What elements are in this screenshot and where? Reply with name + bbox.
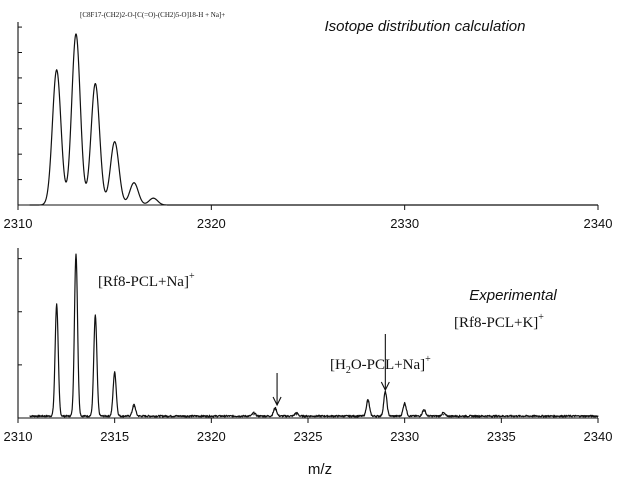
- annotation-text: [Rf8-PCL+K]: [454, 315, 538, 331]
- annotation-text: [Rf8-PCL+Na]: [98, 274, 189, 290]
- bottom-panel-axes: 2310 2315 2320 2325 2330 2335 2340: [4, 248, 613, 444]
- peak-point: [274, 409, 276, 411]
- peak-point: [114, 373, 116, 375]
- peak-annotation-label: [H2O-PCL+Na]+: [330, 354, 431, 376]
- peak-point: [295, 414, 297, 416]
- x-tick-label: 2335: [487, 429, 516, 444]
- peak-annotation-label: [Rf8-PCL+Na]+: [98, 271, 195, 290]
- peak-point: [56, 69, 58, 71]
- experimental-panel: Experimental 2310 2315 2320 2325 2330 2335 234…: [4, 248, 613, 478]
- x-tick-label: 2310: [4, 429, 33, 444]
- peak-point: [404, 404, 406, 406]
- peak-point: [94, 82, 96, 85]
- isotope-calculation-panel: Isotope distribution calculation [C8F17-…: [4, 11, 613, 231]
- x-tick-label: 2340: [584, 429, 613, 444]
- x-tick-label: 2330: [390, 216, 419, 231]
- peak-point: [75, 255, 77, 257]
- peak-point: [442, 414, 444, 416]
- spectrum-line: [29, 253, 599, 418]
- peak-point: [94, 316, 96, 319]
- x-axis-label: m/z: [308, 461, 332, 478]
- peak-point: [114, 141, 116, 143]
- peak-point: [253, 414, 255, 416]
- peak-point: [75, 33, 77, 35]
- annotation-arrow-head: [272, 396, 282, 407]
- bottom-panel-trace: [29, 253, 599, 418]
- top-panel-title: Isotope distribution calculation: [325, 18, 526, 35]
- x-tick-label: 2330: [390, 429, 419, 444]
- bottom-panel-title: Experimental: [469, 287, 557, 304]
- peak-point: [384, 393, 386, 395]
- annotation-text-tail: O-PCL+Na]: [351, 357, 425, 373]
- peak-point: [133, 406, 135, 408]
- annotation-subscript: 2: [346, 365, 351, 376]
- x-tick-label: 2325: [294, 429, 323, 444]
- x-tick-label: 2320: [197, 216, 226, 231]
- x-tick-label: 2310: [4, 216, 33, 231]
- x-tick-label: 2315: [100, 429, 129, 444]
- peak-point: [152, 197, 154, 199]
- peak-annotation-label: [Rf8-PCL+K]+: [454, 312, 544, 331]
- annotation-superscript: +: [425, 354, 431, 365]
- annotation-text: [H: [330, 357, 346, 373]
- x-tick-label: 2320: [197, 429, 226, 444]
- x-tick-label: 2340: [584, 216, 613, 231]
- peak-point: [56, 305, 58, 307]
- structure-formula-label: [C8F17-(CH2)2-O-[C(=O)-(CH2)5-O]18-H + N…: [80, 11, 225, 19]
- annotation-superscript: +: [189, 271, 195, 282]
- annotation-superscript: +: [538, 312, 544, 323]
- peak-annotations: [Rf8-PCL+Na]+[H2O-PCL+Na]+[Rf8-PCL+K]+: [98, 271, 544, 407]
- top-panel-axes: 2310 2320 2330 2340: [4, 22, 613, 231]
- top-panel-trace: [29, 33, 599, 206]
- peak-point: [133, 182, 135, 184]
- peak-point: [423, 410, 425, 413]
- spectrum-line: [29, 33, 599, 206]
- annotation-arrow-head: [380, 381, 390, 392]
- peak-point: [367, 401, 369, 403]
